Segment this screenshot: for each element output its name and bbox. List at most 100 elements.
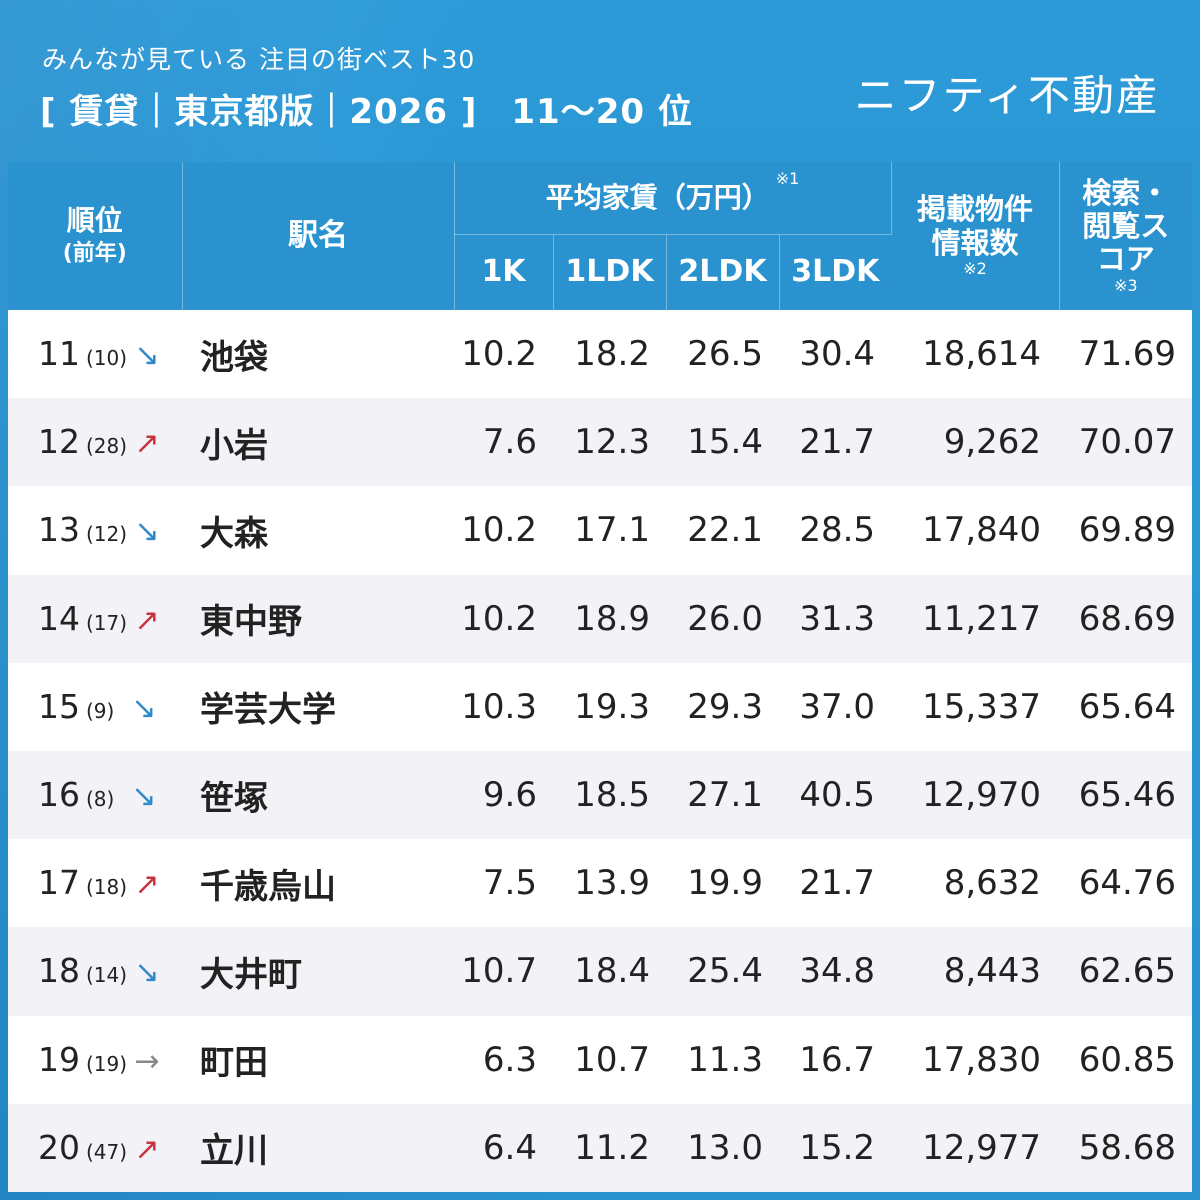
rent-3ldk: 30.4 [779,310,892,399]
trend-down-icon: ↘ [134,955,160,991]
rent-2ldk: 11.3 [666,1015,779,1104]
rent-3ldk: 21.7 [779,398,892,487]
column-header-rank: 順位 (前年) [8,162,183,310]
rent-1k: 9.6 [454,750,553,840]
table-row: 19 (19) → 町田 6.3 10.7 11.3 16.7 17,830 60.85 [8,1015,1193,1104]
station-name: 池袋 [182,310,454,399]
station-name: 東中野 [182,574,454,663]
rent-1ldk: 12.3 [553,398,666,487]
previous-rank: (12) [86,522,128,547]
column-header-1ldk: 1LDK [553,234,667,310]
rank-cell: 15 (9) ↘ [8,662,182,751]
rent-3ldk: 37.0 [779,662,892,751]
station-name: 千歳烏山 [182,839,454,928]
rank-number: 20 [38,1127,80,1167]
rank-cell: 20 (47) ↗ [8,1103,182,1192]
rent-1ldk: 18.5 [553,750,666,840]
title-category: [ 賃貸｜東京都版｜2026 ] [40,92,478,132]
rank-number: 16 [38,775,80,815]
rent-1ldk: 19.3 [553,662,666,751]
rank-cell: 13 (12) ↘ [8,486,182,575]
station-name: 町田 [182,1015,454,1104]
rent-3ldk: 21.7 [779,839,892,928]
search-score: 62.65 [1059,927,1193,1016]
column-header-listings: 掲載物件情報数 ※2 [891,162,1060,310]
rent-2ldk: 29.3 [666,662,779,751]
station-name: 学芸大学 [182,662,454,751]
search-score: 64.76 [1059,839,1193,928]
listing-count: 9,262 [891,398,1060,487]
column-header-2ldk: 2LDK [666,234,780,310]
rent-3ldk: 28.5 [779,486,892,575]
rank-number: 13 [38,510,80,550]
rent-1k: 10.7 [454,927,553,1016]
rent-1ldk: 13.9 [553,839,666,928]
listing-count: 8,443 [891,927,1060,1016]
previous-rank: (9) [86,698,115,723]
station-name: 大井町 [182,927,454,1016]
search-score: 70.07 [1059,398,1193,487]
listing-count: 17,840 [891,486,1060,575]
rank-cell: 12 (28) ↗ [8,398,182,487]
listing-count: 12,970 [891,750,1060,840]
rank-number: 15 [38,686,80,726]
station-name: 小岩 [182,398,454,487]
listing-count: 12,977 [891,1103,1060,1192]
trend-up-icon: ↗ [134,1131,160,1167]
rank-cell: 18 (14) ↘ [8,927,182,1016]
previous-rank: (8) [86,787,115,812]
rank-number: 14 [38,598,80,638]
rent-footnote-mark: ※1 [775,169,800,189]
column-header-3ldk: 3LDK [779,234,892,310]
rent-2ldk: 25.4 [666,927,779,1016]
rent-1ldk: 18.2 [553,310,666,399]
search-score: 71.69 [1059,310,1193,399]
rent-3ldk: 31.3 [779,574,892,663]
brand-logo: ニフティ不動産 [854,71,1160,120]
rank-cell: 14 (17) ↗ [8,574,182,663]
ranking-table: 順位 (前年) 駅名 平均家賃（万円）※1 掲載物件情報数 ※2 検索・閲覧スコ… [8,162,1193,1192]
listing-count: 8,632 [891,839,1060,928]
previous-rank: (28) [86,434,128,459]
rent-1ldk: 10.7 [553,1015,666,1104]
listing-count: 11,217 [891,574,1060,663]
station-name: 立川 [182,1103,454,1192]
table-row: 18 (14) ↘ 大井町 10.7 18.4 25.4 34.8 8,443 62.65 [8,927,1193,1016]
table-row: 15 (9) ↘ 学芸大学 10.3 19.3 29.3 37.0 15,337 65.64 [8,662,1193,751]
ranking-table-body: 11 (10) ↘ 池袋 10.2 18.2 26.5 30.4 18,614 71.69 12 (2… [8,310,1193,1192]
rent-1k: 7.6 [454,398,553,487]
rank-cell: 11 (10) ↘ [8,310,182,399]
table-row: 13 (12) ↘ 大森 10.2 17.1 22.1 28.5 17,840 69.89 [8,486,1193,575]
trend-down-icon: ↘ [134,338,160,374]
search-score: 68.69 [1059,574,1193,663]
station-name: 笹塚 [182,750,454,840]
column-header-listings-label: 掲載物件情報数 [917,192,1034,260]
trend-up-icon: ↗ [134,602,160,638]
previous-rank: (19) [86,1051,128,1076]
rent-2ldk: 22.1 [666,486,779,575]
trend-flat-icon: → [134,1043,160,1079]
rent-2ldk: 19.9 [666,839,779,928]
rent-1k: 7.5 [454,839,553,928]
rank-cell: 19 (19) → [8,1015,182,1104]
column-header-station: 駅名 [182,162,455,310]
rent-2ldk: 26.5 [666,310,779,399]
search-score: 58.68 [1059,1103,1193,1192]
previous-rank: (17) [86,610,128,635]
table-row: 16 (8) ↘ 笹塚 9.6 18.5 27.1 40.5 12,970 65.46 [8,750,1193,840]
previous-rank: (10) [86,346,128,371]
rank-number: 18 [38,951,80,991]
listing-count: 18,614 [891,310,1060,399]
search-score: 60.85 [1059,1015,1193,1104]
column-header-score: 検索・閲覧スコア ※3 [1059,162,1193,310]
previous-rank: (18) [86,875,128,900]
search-score: 65.64 [1059,662,1193,751]
column-header-rent-label: 平均家賃（万円） [545,180,770,214]
rent-1ldk: 11.2 [553,1103,666,1192]
table-row: 14 (17) ↗ 東中野 10.2 18.9 26.0 31.3 11,217 68.69 [8,574,1193,663]
trend-down-icon: ↘ [131,690,157,726]
rent-1ldk: 17.1 [553,486,666,575]
previous-rank: (47) [86,1139,128,1164]
previous-rank: (14) [86,963,128,988]
rank-number: 12 [38,422,80,462]
